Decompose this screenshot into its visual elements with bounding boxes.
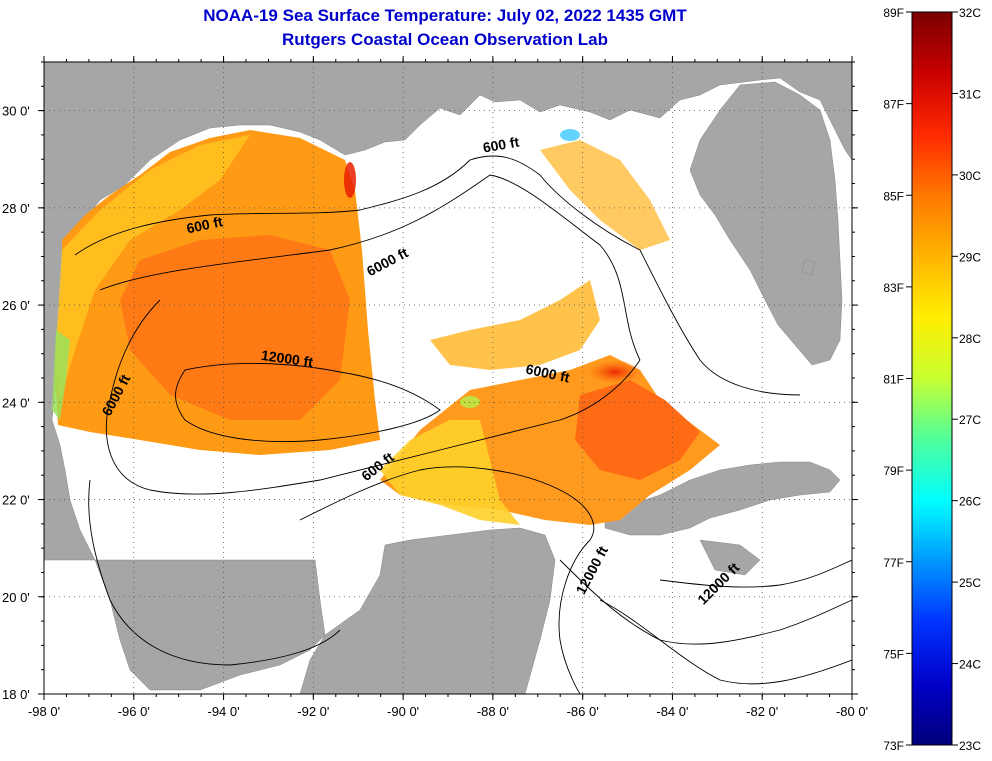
sst-southeast-core xyxy=(575,380,700,480)
colorbar-label-c: 25C xyxy=(959,576,981,590)
land-north-america xyxy=(44,62,852,691)
colorbar-label-c: 26C xyxy=(959,495,981,509)
map-subtitle: Rutgers Coastal Ocean Observation Lab xyxy=(282,30,608,49)
colorbar-label-c: 29C xyxy=(959,250,981,264)
sst-cool-patch xyxy=(560,129,580,141)
contour-12000ft-caribbean xyxy=(559,559,852,645)
colorbar-label-f: 85F xyxy=(883,189,904,203)
colorbar-label-c: 23C xyxy=(959,739,981,753)
contour-caribbean-2 xyxy=(599,599,852,685)
contour-6000ft-yucatan-west xyxy=(88,479,341,666)
lon-tick-label: -80 0' xyxy=(836,704,868,719)
colorbar-label-f: 89F xyxy=(883,6,904,20)
colorbar-label-f: 87F xyxy=(883,98,904,112)
contour-6000ft xyxy=(99,174,641,361)
colorbar-fahrenheit-labels: 89F 87F 85F 83F 81F 79F 77F 75F 73F xyxy=(883,6,912,753)
lon-tick-label: -92 0' xyxy=(297,704,329,719)
contour-label: 600 ft xyxy=(185,213,224,236)
colorbar-label-f: 75F xyxy=(883,647,904,661)
sst-data xyxy=(52,129,720,525)
contour-12000ft xyxy=(175,362,441,442)
colorbar xyxy=(911,11,953,746)
latitude-labels: 30 0' 28 0' 26 0' 24 0' 22 0' 20 0' 18 0' xyxy=(2,104,30,702)
land xyxy=(44,62,852,694)
colorbar-celsius-labels: 32C 31C 30C 29C 28C 27C 26C 25C 24C 23C xyxy=(952,6,981,753)
sst-hotspot-loop xyxy=(587,360,643,384)
lon-tick-label: -90 0' xyxy=(387,704,419,719)
sst-yucatan-yellow xyxy=(380,420,520,525)
lon-tick-label: -84 0' xyxy=(656,704,688,719)
sst-patches-ne xyxy=(540,140,670,250)
lat-tick-label: 26 0' xyxy=(2,298,30,313)
land-yucatan xyxy=(299,527,556,694)
lon-tick-label: -82 0' xyxy=(746,704,778,719)
colorbar-label-c: 30C xyxy=(959,169,981,183)
colorbar-label-f: 73F xyxy=(883,739,904,753)
lon-tick-label: -94 0' xyxy=(207,704,239,719)
colorbar-label-c: 28C xyxy=(959,332,981,346)
lat-tick-label: 22 0' xyxy=(2,493,30,508)
land-caribbean xyxy=(699,539,761,576)
colorbar-label-f: 77F xyxy=(883,556,904,570)
lon-tick-label: -88 0' xyxy=(477,704,509,719)
graticule xyxy=(44,62,852,694)
colorbar-label-f: 79F xyxy=(883,464,904,478)
sst-hotspot-louisiana xyxy=(344,162,356,198)
contour-600ft-yucatan xyxy=(299,466,595,694)
land-florida xyxy=(689,81,843,366)
map-title: NOAA-19 Sea Surface Temperature: July 02… xyxy=(203,6,687,25)
contour-6000ft-west xyxy=(105,299,161,491)
land-bahamas xyxy=(801,259,816,276)
lon-tick-label: -98 0' xyxy=(28,704,60,719)
longitude-labels: -98 0' -96 0' -94 0' -92 0' -90 0' -88 0' -86 … xyxy=(28,704,868,719)
lon-tick-label: -96 0' xyxy=(118,704,150,719)
colorbar-label-f: 81F xyxy=(883,373,904,387)
contour-6000ft-south xyxy=(149,359,641,495)
lat-tick-label: 28 0' xyxy=(2,201,30,216)
lat-tick-label: 20 0' xyxy=(2,590,30,605)
lat-tick-label: 18 0' xyxy=(2,687,30,702)
contour-600ft xyxy=(74,155,641,256)
colorbar-label-f: 83F xyxy=(883,281,904,295)
colorbar-label-c: 32C xyxy=(959,6,981,20)
colorbar-label-c: 27C xyxy=(959,413,981,427)
bathymetry-contours xyxy=(74,155,852,694)
contour-label: 600 ft xyxy=(482,133,521,155)
sst-patches-north xyxy=(430,280,600,370)
lat-tick-label: 24 0' xyxy=(2,395,30,410)
colorbar-label-c: 31C xyxy=(959,87,981,101)
colorbar-label-c: 24C xyxy=(959,658,981,672)
sst-coastal-green xyxy=(52,330,70,420)
contour-label: 12000 ft xyxy=(260,347,314,370)
contour-caribbean-3 xyxy=(659,559,852,588)
axis-ticks xyxy=(38,56,858,700)
sst-western-core xyxy=(120,235,350,420)
lat-tick-label: 30 0' xyxy=(2,104,30,119)
lon-tick-label: -86 0' xyxy=(567,704,599,719)
land-cuba xyxy=(604,461,841,536)
sst-coastal-yellow xyxy=(55,135,250,400)
contour-600ft-2 xyxy=(639,249,801,396)
